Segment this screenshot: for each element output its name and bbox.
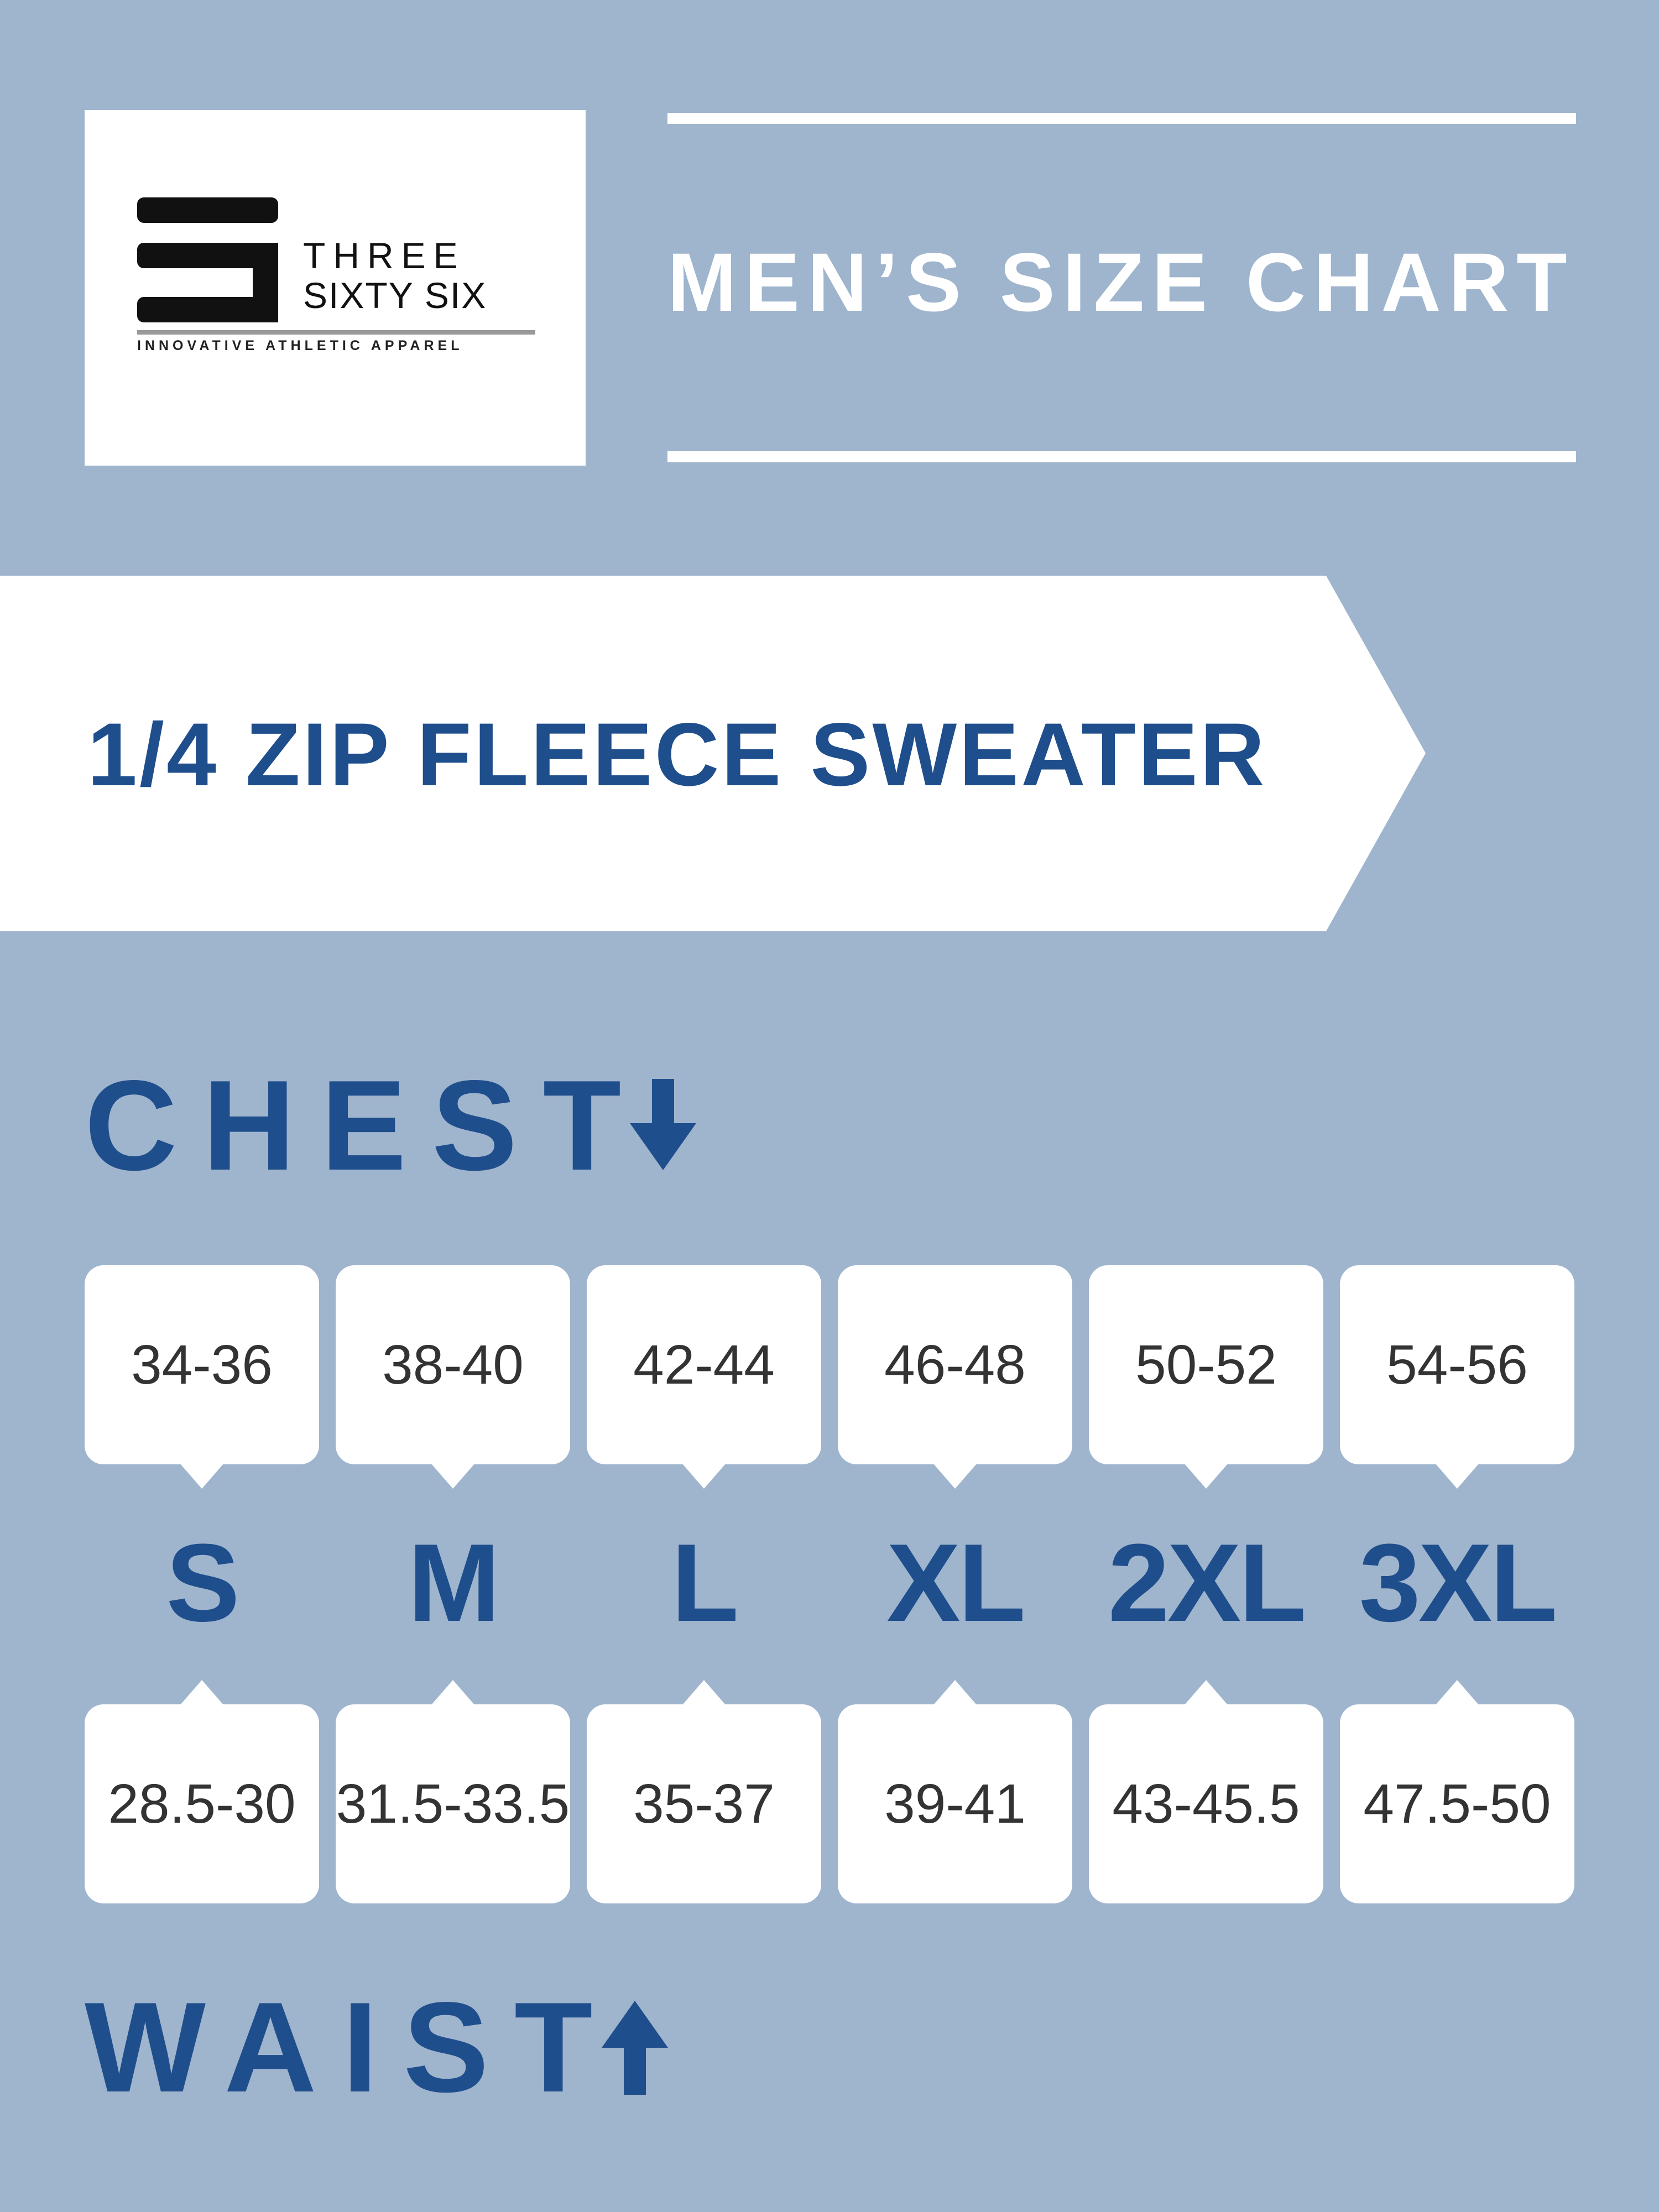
chest-value: 54-56 — [1386, 1333, 1528, 1396]
chest-value-box: 42-44 — [587, 1265, 821, 1464]
waist-value: 47.5-50 — [1363, 1772, 1551, 1835]
waist-pointer — [682, 1680, 726, 1705]
arrow-up-icon — [601, 2001, 668, 2095]
chest-value: 50-52 — [1135, 1333, 1277, 1396]
arrow-down-icon — [630, 1079, 697, 1170]
waist-pointer — [1184, 1680, 1228, 1705]
chest-value: 42-44 — [633, 1333, 775, 1396]
size-label: S — [166, 1521, 239, 1645]
chest-value-box: 46-48 — [838, 1265, 1072, 1464]
waist-value-box: 43-45.5 — [1089, 1704, 1323, 1903]
waist-label: WAIST — [85, 1976, 618, 2119]
title-rule-top — [667, 113, 1576, 124]
waist-value: 31.5-33.5 — [336, 1772, 570, 1835]
chest-value: 38-40 — [382, 1333, 524, 1396]
waist-value: 28.5-30 — [108, 1772, 296, 1835]
title-rule-bottom — [667, 451, 1576, 462]
logo-line2: SIXTY SIX — [303, 275, 487, 316]
chest-pointer — [1184, 1463, 1228, 1489]
waist-pointer — [933, 1680, 977, 1705]
waist-value: 43-45.5 — [1112, 1772, 1300, 1835]
size-label: L — [671, 1521, 739, 1645]
waist-value-box: 35-37 — [587, 1704, 821, 1903]
waist-heading: WAIST — [85, 1981, 668, 2114]
waist-value-box: 39-41 — [838, 1704, 1072, 1903]
chest-value: 34-36 — [131, 1333, 273, 1396]
chest-value: 46-48 — [884, 1333, 1026, 1396]
waist-pointer — [1435, 1680, 1479, 1705]
waist-value-box: 28.5-30 — [85, 1704, 319, 1903]
waist-value: 39-41 — [884, 1772, 1026, 1835]
size-label: M — [408, 1521, 500, 1645]
chest-value-box: 38-40 — [336, 1265, 570, 1464]
waist-pointer — [180, 1680, 224, 1705]
waist-value-box: 47.5-50 — [1340, 1704, 1574, 1903]
size-label: 3XL — [1359, 1521, 1558, 1645]
chest-label: CHEST — [85, 1054, 647, 1197]
product-banner — [0, 576, 1426, 931]
chest-value-box: 34-36 — [85, 1265, 319, 1464]
logo-mark — [137, 197, 535, 335]
chest-pointer — [682, 1463, 726, 1489]
brand-logo: THREE SIXTY SIX INNOVATIVE ATHLETIC APPA… — [85, 110, 586, 466]
chest-value-box: 50-52 — [1089, 1265, 1323, 1464]
chest-pointer — [933, 1463, 977, 1489]
logo-line1: THREE — [303, 235, 466, 276]
product-name: 1/4 ZIP FLEECE SWEATER — [87, 705, 1267, 805]
logo-tagline: INNOVATIVE ATHLETIC APPAREL — [137, 338, 463, 353]
chest-value-box: 54-56 — [1340, 1265, 1574, 1464]
waist-value: 35-37 — [633, 1772, 775, 1835]
chest-pointer — [180, 1463, 224, 1489]
waist-value-box: 31.5-33.5 — [336, 1704, 570, 1903]
size-label: 2XL — [1108, 1521, 1307, 1645]
chest-heading: CHEST — [85, 1054, 697, 1197]
page-title: MEN’S SIZE CHART — [667, 236, 1575, 328]
chest-pointer — [431, 1463, 475, 1489]
waist-pointer — [431, 1680, 475, 1705]
size-label: XL — [886, 1521, 1026, 1645]
chest-pointer — [1435, 1463, 1479, 1489]
